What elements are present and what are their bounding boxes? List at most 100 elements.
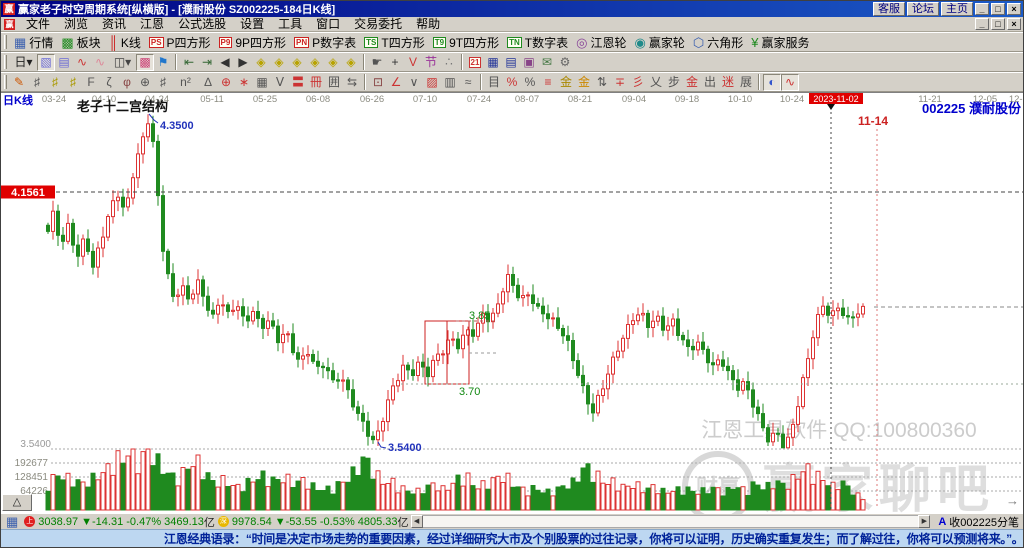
toolbar-button-winner-wheel[interactable]: ◉ 赢家轮 bbox=[630, 33, 688, 52]
wave-tool-pink-icon[interactable]: ∿ bbox=[94, 55, 106, 69]
gold-red-icon[interactable]: 金 bbox=[685, 75, 698, 89]
sine-curve-icon[interactable]: ∿ bbox=[781, 73, 799, 91]
toolbar-button-p-square[interactable]: PS P四方形 bbox=[145, 33, 215, 52]
menu-item-公式选股[interactable]: 公式选股 bbox=[178, 16, 227, 31]
quotes-grid-icon[interactable]: ▦ bbox=[6, 514, 19, 529]
scrollbar-track[interactable] bbox=[422, 515, 919, 528]
gann-diamond-1-icon[interactable]: ◈ bbox=[256, 55, 266, 69]
gold-2-icon[interactable]: 金 bbox=[577, 75, 590, 89]
elastic-tool-icon[interactable]: V bbox=[408, 55, 417, 69]
next-bar-icon[interactable]: ▶ bbox=[238, 55, 248, 69]
restore-button[interactable]: □ bbox=[991, 3, 1005, 15]
hatch-box-icon[interactable]: ▨ bbox=[426, 75, 438, 89]
menu-item-资讯[interactable]: 资讯 bbox=[102, 16, 127, 31]
flag-lines-icon[interactable]: F bbox=[87, 75, 95, 89]
star-tool-icon[interactable]: ∗ bbox=[238, 75, 250, 89]
vee-tool-icon[interactable]: Ⅴ bbox=[275, 75, 285, 89]
menu-item-窗口[interactable]: 窗口 bbox=[316, 16, 341, 31]
minimize-button[interactable]: _ bbox=[975, 3, 989, 15]
scroll-left-button[interactable]: ◀ bbox=[410, 515, 423, 528]
band-red-icon[interactable]: 〓 bbox=[291, 75, 304, 89]
toolbar-button-hexagon[interactable]: ⬡ 六角形 bbox=[689, 33, 747, 52]
toolbar-button-winner-service[interactable]: ¥ 赢家服务 bbox=[747, 33, 813, 52]
scroll-right-button[interactable]: ▶ bbox=[918, 515, 931, 528]
yinyang-icon[interactable]: ◐ bbox=[763, 73, 781, 91]
toolbar-button-p-table[interactable]: PN P数字表 bbox=[290, 33, 360, 52]
menu-item-交易委托[interactable]: 交易委托 bbox=[354, 16, 403, 31]
maze-tool-icon[interactable]: 迷 bbox=[721, 75, 734, 89]
gann-diamond-2-icon[interactable]: ◈ bbox=[274, 55, 284, 69]
toolbar-button-t-table[interactable]: TN T数字表 bbox=[503, 33, 572, 52]
price-bands-1-icon[interactable]: ♯ bbox=[52, 75, 58, 89]
toolbar-button-sectors[interactable]: ▩ 板块 bbox=[57, 33, 104, 52]
percent-icon[interactable]: % bbox=[524, 75, 536, 89]
step-tool-icon[interactable]: 步 bbox=[667, 75, 680, 89]
menu-item-设置[interactable]: 设置 bbox=[240, 16, 265, 31]
festival-tool-icon[interactable]: 节 bbox=[424, 55, 437, 69]
waves-icon[interactable]: ≈ bbox=[464, 75, 472, 89]
calculator-icon[interactable]: ▦ bbox=[487, 55, 499, 69]
gann-lines-icon[interactable]: ♯ bbox=[34, 75, 40, 89]
box-red-icon[interactable]: 冊 bbox=[309, 75, 322, 89]
notebook-icon[interactable]: ▤ bbox=[505, 55, 517, 69]
candle-style-dropdown-icon[interactable]: ◫▾ bbox=[113, 55, 132, 69]
plusminus-icon[interactable]: ∓ bbox=[614, 75, 626, 89]
target-red-icon[interactable]: ⊕ bbox=[220, 75, 232, 89]
menu-item-江恩[interactable]: 江恩 bbox=[140, 16, 165, 31]
updown-icon[interactable]: ⇅ bbox=[596, 75, 608, 89]
calendar-icon[interactable]: 21 bbox=[466, 54, 484, 71]
data-list-icon[interactable]: ▤ bbox=[58, 55, 70, 69]
hand-tool-icon[interactable]: ☛ bbox=[371, 55, 383, 69]
menu-item-文件[interactable]: 文件 bbox=[26, 16, 51, 31]
draw-pen-icon[interactable]: ✎ bbox=[13, 75, 25, 89]
expand-button[interactable]: △ bbox=[2, 494, 32, 511]
toolbar-button-gann-wheel[interactable]: ◎ 江恩轮 bbox=[572, 33, 630, 52]
crosshair-tool-icon[interactable]: + bbox=[391, 55, 399, 69]
n-square-icon[interactable]: n² bbox=[180, 75, 191, 89]
lattice-icon[interactable]: 囲 bbox=[327, 75, 340, 89]
exit-tool-icon[interactable]: 出 bbox=[703, 75, 716, 89]
gold-1-icon[interactable]: 金 bbox=[559, 75, 572, 89]
close-button[interactable]: × bbox=[1007, 3, 1021, 15]
circle-cross-icon[interactable]: ⊕ bbox=[139, 75, 151, 89]
gann-diamond-4-icon[interactable]: ◈ bbox=[310, 55, 320, 69]
swap-tool-icon[interactable]: ⇆ bbox=[346, 75, 358, 89]
child-restore-button[interactable]: □ bbox=[991, 18, 1005, 30]
child-minimize-button[interactable]: _ bbox=[975, 18, 989, 30]
ruled-box-icon[interactable]: ▥ bbox=[444, 75, 456, 89]
shenzhen-index-quote[interactable]: 9978.54 ▼-53.55 -0.53% 4805.33 bbox=[231, 515, 398, 528]
scroll-right-arrow-icon[interactable]: → bbox=[1006, 493, 1019, 508]
child-close-button[interactable]: × bbox=[1007, 18, 1021, 30]
toolbar-button-9t-square[interactable]: T9 9T四方形 bbox=[429, 33, 503, 52]
angle-tool-icon[interactable]: φ bbox=[123, 75, 131, 89]
toolbar-button-9p-square[interactable]: P9 9P四方形 bbox=[215, 33, 290, 52]
marker-tool-icon[interactable]: ▩ bbox=[136, 53, 154, 71]
toolbar-button-t-square[interactable]: TS T四方形 bbox=[360, 33, 429, 52]
wave-tool-red-icon[interactable]: ∿ bbox=[76, 55, 88, 69]
flag-tool-icon[interactable]: ⚑ bbox=[157, 55, 169, 69]
triangle-tool-icon[interactable]: ∆ bbox=[204, 75, 212, 89]
shanghai-index-quote[interactable]: 3038.97 ▼-14.31 -0.47% 3469.13 bbox=[38, 515, 204, 528]
eye-tool-icon[interactable]: 目 bbox=[487, 75, 500, 89]
price-bands-2-icon[interactable]: ♯ bbox=[70, 75, 76, 89]
prev-bar-icon[interactable]: ◀ bbox=[220, 55, 230, 69]
percent-red-icon[interactable]: % bbox=[506, 75, 518, 89]
toolbar-button-quotes[interactable]: ▦ 行情 bbox=[10, 33, 57, 52]
trade-icon[interactable]: ⚙ bbox=[559, 55, 571, 69]
cross-x-icon[interactable]: 乂 bbox=[649, 75, 662, 89]
menu-item-帮助[interactable]: 帮助 bbox=[416, 16, 441, 31]
spiral-icon[interactable]: ζ bbox=[106, 75, 112, 89]
gann-diamond-3-icon[interactable]: ◈ bbox=[292, 55, 302, 69]
time-rules-icon[interactable]: ♯ bbox=[160, 75, 166, 89]
grid-tool-icon[interactable]: ▦ bbox=[256, 75, 268, 89]
gann-diamond-5-icon[interactable]: ◈ bbox=[328, 55, 338, 69]
strokes-icon[interactable]: 彡 bbox=[631, 75, 644, 89]
chart-scrollbar[interactable]: ◀ ▶ bbox=[410, 515, 931, 528]
first-bar-icon[interactable]: ⇤ bbox=[183, 55, 195, 69]
gann-diamond-6-icon[interactable]: ◈ bbox=[346, 55, 356, 69]
levels-red-icon[interactable]: ≡ bbox=[544, 75, 552, 89]
region-zoom-icon[interactable]: ▧ bbox=[37, 53, 55, 71]
last-bar-icon[interactable]: ⇥ bbox=[201, 55, 213, 69]
menu-item-工具[interactable]: 工具 bbox=[278, 16, 303, 31]
period-day-dropdown-icon[interactable]: 日▾ bbox=[14, 55, 33, 69]
